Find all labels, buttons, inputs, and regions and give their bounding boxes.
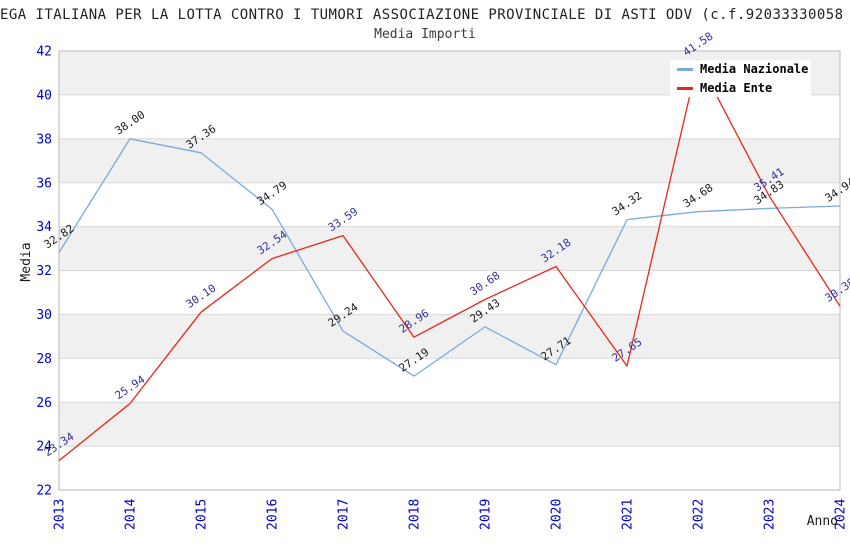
x-tick-label: 2021: [621, 499, 636, 530]
legend-line-sample-blue-icon: [677, 67, 693, 71]
x-tick-label: 2016: [266, 499, 281, 530]
y-tick-label: 26: [36, 396, 52, 411]
y-tick-label: 34: [36, 220, 52, 235]
y-tick-label: 28: [36, 352, 52, 367]
y-tick-label: 22: [36, 484, 52, 499]
y-tick-label: 32: [36, 264, 52, 279]
y-tick-label: 30: [36, 308, 52, 323]
series-line-media-nazionale: [58, 138, 841, 377]
legend: Media Nazionale Media Ente: [670, 60, 811, 97]
legend-label: Media Nazionale: [700, 62, 809, 76]
y-axis-title: Media: [19, 242, 34, 282]
chart-subtitle: Media Importi: [374, 27, 476, 42]
x-tick-label: 2017: [337, 499, 352, 530]
x-tick-label: 2018: [408, 499, 423, 530]
grid-band: [59, 226, 840, 271]
y-tick-label: 42: [36, 45, 52, 60]
grid-band: [59, 402, 840, 447]
x-tick-label: 2019: [479, 499, 494, 530]
x-tick-label: 2024: [834, 499, 849, 530]
legend-item-media-nazionale: Media Nazionale: [670, 61, 811, 77]
legend-line-sample-red-icon: [677, 86, 693, 90]
y-tick-label: 36: [36, 176, 52, 191]
grid-band: [59, 94, 840, 139]
grid-band: [59, 358, 840, 403]
plot-border: [58, 50, 841, 491]
legend-label: Media Ente: [700, 81, 773, 95]
grid-band: [59, 446, 840, 490]
x-tick-label: 2022: [692, 499, 707, 530]
x-tick-label: 2020: [550, 499, 565, 530]
grid-band: [59, 182, 840, 227]
grid-band: [59, 270, 840, 315]
y-tick-label: 24: [36, 440, 52, 455]
x-tick-label: 2015: [195, 499, 210, 530]
legend-item-media-ente: Media Ente: [670, 80, 811, 96]
x-axis-title: Anno: [806, 514, 838, 529]
x-tick-label: 2014: [124, 499, 139, 530]
y-tick-label: 38: [36, 132, 52, 147]
grid-band: [59, 138, 840, 183]
y-tick-label: 40: [36, 88, 52, 103]
x-tick-label: 2023: [763, 499, 778, 530]
chart-title: EGA ITALIANA PER LA LOTTA CONTRO I TUMOR…: [0, 7, 844, 23]
x-tick-label: 2013: [53, 499, 68, 530]
